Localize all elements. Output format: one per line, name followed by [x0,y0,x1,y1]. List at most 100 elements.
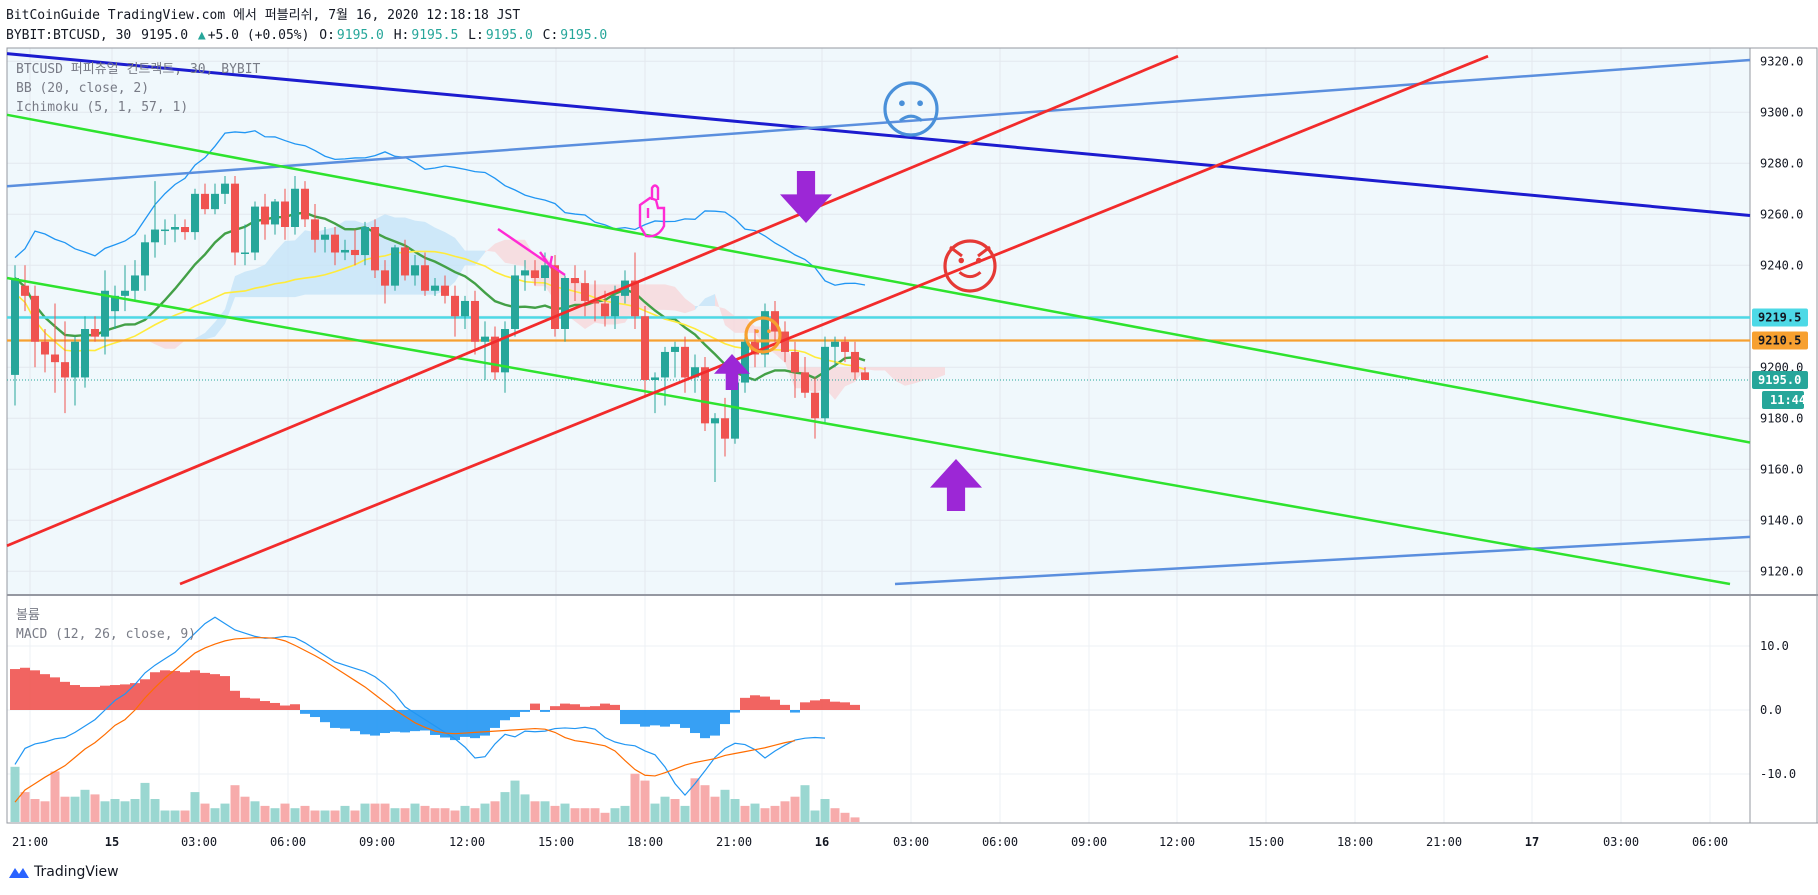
tradingview-logo-icon [9,868,29,878]
macd-histogram-bar [240,697,250,710]
volume-bar [150,799,160,822]
ichimoku-cloud-segment [785,341,795,389]
candle [271,198,279,235]
macd-histogram-bar [280,705,290,710]
candle-body [11,278,19,375]
candle-body [41,341,49,355]
ichimoku-cloud-segment [455,237,465,282]
macd-histogram-bar [650,710,660,726]
ichimoku-cloud-segment [235,271,245,298]
candle [491,326,499,380]
price-tick-label: 9180.0 [1760,411,1803,425]
open-value: 9195.0 [336,28,384,43]
candle-body [311,219,319,240]
candle-body [761,311,769,355]
candle [691,354,699,393]
volume-bar [270,808,280,822]
volume-bar [540,801,550,822]
volume-bar [770,805,780,822]
macd-histogram-bar [560,703,570,710]
candle-body [71,341,79,378]
macd-histogram-bar [230,690,240,710]
volume-bar [330,810,340,822]
macd-histogram-bar [370,710,380,736]
lightblue-trend-line-lower [894,535,1751,586]
volume-bar [260,805,270,822]
candle-body [321,234,329,240]
volume-bar [130,799,140,822]
candle [511,265,519,337]
volume-bar [90,794,100,822]
macd-legend[interactable]: MACD (12, 26, close, 9) [16,627,197,642]
ichimoku-legend[interactable]: Ichimoku (5, 1, 57, 1) [16,100,189,115]
macd-histogram-bar [450,710,460,741]
macd-histogram-bar [670,710,680,725]
candle-body [431,285,439,291]
neutral-face-icon-outline [744,316,782,354]
macd-histogram-bar [570,704,580,710]
price-tick-label: 9320.0 [1760,54,1803,68]
ichimoku-cloud-segment [475,250,485,266]
candle [41,329,49,373]
candle-body [471,300,479,342]
candle-body [561,278,569,329]
candle-body [811,392,819,419]
ichimoku-cloud-segment [295,230,305,298]
main-pane-bg [7,48,1750,594]
candle-body [661,351,669,378]
candle-body [131,275,139,291]
candle-body [251,206,259,253]
footer-brand[interactable]: TradingView [8,864,119,880]
price-tick-label: 9280.0 [1760,156,1803,170]
volume-bar [60,796,70,822]
candle-body [151,229,159,243]
macd-histogram-bar [140,679,150,710]
volume-bar [600,812,610,822]
angry-face-icon-outline [943,239,997,293]
candle-body [691,367,699,378]
candle [211,183,219,215]
macd-histogram-bar [30,670,40,710]
macd-histogram-bar [390,710,400,732]
volume-bar [430,808,440,822]
bb-legend[interactable]: BB (20, close, 2) [16,81,150,96]
symbol-label[interactable]: BYBIT:BTCUSD, 30 [6,28,132,43]
volume-bar [680,805,690,822]
candle-body [271,201,279,225]
candle [281,188,289,240]
volume-bar [640,780,650,822]
ichimoku-cloud-segment [485,243,495,253]
ichimoku-cloud-segment [915,367,925,384]
volume-bar [720,789,730,822]
volume-legend[interactable]: 볼륨 [16,608,40,623]
candle-body [531,270,539,278]
macd-histogram-bar [460,710,470,737]
candle-body [511,275,519,329]
low-value: 9195.0 [485,28,533,43]
macd-histogram-bar [100,685,110,710]
ichimoku-cloud-segment [205,321,215,340]
candle [431,278,439,296]
candle [791,341,799,398]
candle-body [461,300,469,317]
macd-histogram-bar [80,686,90,710]
volume-bar [710,796,720,822]
chart-header: BitCoinGuide TradingView.com 에서 퍼블리쉬, 7월… [6,6,609,46]
time-tick-label: 03:00 [893,835,929,849]
sad-face-icon-eye [899,100,905,107]
volume-bar [40,801,50,822]
volume-bar [620,805,630,822]
volume-bar [630,773,640,822]
macd-histogram-bar [350,710,360,732]
candle-body [51,354,59,363]
series-legend[interactable]: BTCUSD 퍼피츄얼 컨트랙트, 30, BYBIT [16,62,261,77]
candle [501,321,509,393]
candle [861,367,869,380]
time-tick-label: 12:00 [1159,835,1195,849]
macd-histogram-bar [220,676,230,710]
time-tick-label: 15:00 [1248,835,1284,849]
candle-body [591,300,599,304]
angry-face-icon-eye [976,257,982,264]
macd-histogram-bar [470,710,480,739]
